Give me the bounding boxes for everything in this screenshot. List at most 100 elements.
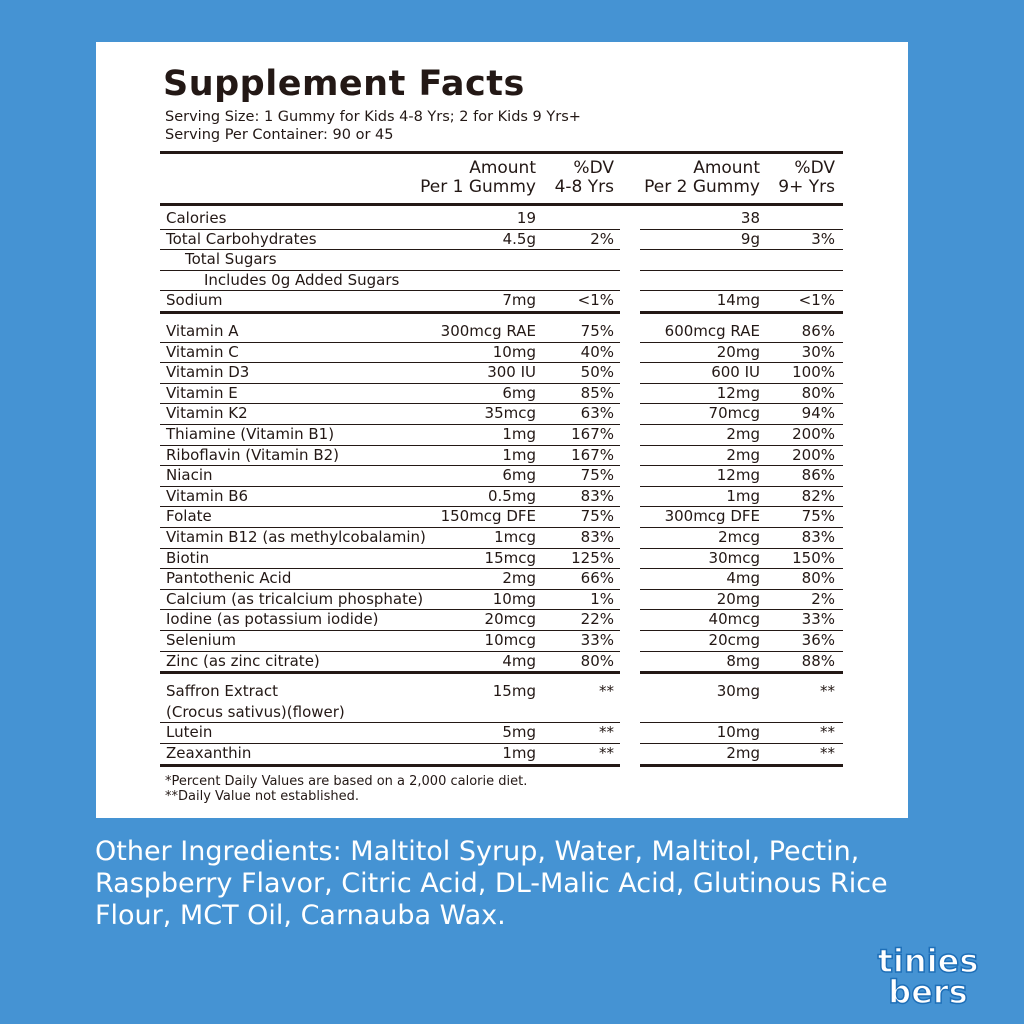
row-name: Niacin <box>166 466 213 485</box>
amount: 5mg <box>502 723 536 742</box>
amount: 19 <box>516 209 536 227</box>
amount: 40mcg <box>708 610 760 629</box>
daily-value: 75% <box>580 322 614 340</box>
amount: 1mcg <box>494 528 536 546</box>
amount: 1mg <box>502 744 536 762</box>
daily-value: 30% <box>801 342 835 361</box>
rule <box>640 547 843 549</box>
row-name: Includes 0g Added Sugars <box>204 270 400 289</box>
amount: 2mg <box>726 425 760 443</box>
logo-line: bers <box>888 973 969 1011</box>
amount: 1mg <box>726 486 760 505</box>
amount: 600mcg RAE <box>664 322 760 340</box>
amount: 20mg <box>716 342 760 361</box>
rule <box>640 609 843 611</box>
rule <box>160 403 620 405</box>
amount: 12mg <box>716 466 760 485</box>
title: Supplement Facts <box>163 64 525 104</box>
footnote: *Percent Daily Values are based on a 2,0… <box>165 773 528 789</box>
column-header: Amount Per 2 Gummy <box>644 158 760 197</box>
daily-value: 80% <box>580 651 614 670</box>
amount: 6mg <box>502 383 536 402</box>
rule <box>640 341 843 343</box>
rule <box>640 763 843 767</box>
rule <box>160 269 620 271</box>
daily-value: 83% <box>580 528 614 546</box>
rule <box>640 249 843 251</box>
amount: 20cmg <box>708 631 760 649</box>
row-name: Calories <box>166 209 227 227</box>
amount: 6mg <box>502 466 536 485</box>
amount: 0.5mg <box>488 486 536 505</box>
rule <box>640 630 843 631</box>
amount: 38 <box>740 209 760 227</box>
daily-value: 167% <box>571 445 614 464</box>
amount: 30mcg <box>708 548 760 567</box>
daily-value: ** <box>599 682 614 701</box>
daily-value: ** <box>820 744 835 762</box>
amount: 300mcg RAE <box>440 322 536 340</box>
daily-value: 75% <box>801 507 835 526</box>
rule <box>160 311 620 314</box>
rule <box>160 568 620 570</box>
servings: Serving Per Container: 90 or 45 <box>165 127 394 143</box>
daily-value: 86% <box>801 466 835 485</box>
rule <box>640 228 843 230</box>
row-name: Biotin <box>166 548 210 567</box>
rule <box>640 722 843 724</box>
rule <box>640 362 843 364</box>
rule <box>160 527 620 528</box>
row-name: Thiamine (Vitamin B1) <box>166 425 335 443</box>
amount: 4mg <box>726 569 760 588</box>
rule <box>640 527 843 528</box>
rule <box>160 547 620 549</box>
daily-value: 22% <box>580 610 614 629</box>
row-name: Vitamin K2 <box>166 404 248 423</box>
row-name: Zeaxanthin <box>166 744 252 762</box>
daily-value: 100% <box>792 363 835 382</box>
rule <box>160 609 620 611</box>
rule <box>160 465 620 467</box>
amount: 35mcg <box>484 404 536 423</box>
daily-value: ** <box>599 723 614 742</box>
daily-value: 2% <box>811 589 835 608</box>
row-name: Calcium (as tricalcium phosphate) <box>166 589 424 608</box>
row-name: Total Carbohydrates <box>166 229 317 248</box>
amount: 10mg <box>492 589 536 608</box>
rule <box>160 228 620 230</box>
row-name: Vitamin B12 (as methylcobalamin) <box>166 528 426 546</box>
rule <box>640 650 843 652</box>
amount: 7mg <box>502 291 536 310</box>
daily-value: ** <box>820 723 835 742</box>
rule <box>160 763 620 767</box>
amount: 12mg <box>716 383 760 402</box>
rule <box>640 465 843 467</box>
row-name: Folate <box>166 507 212 526</box>
daily-value: 75% <box>580 466 614 485</box>
amount: 2mg <box>726 744 760 762</box>
row-name: Iodine (as potassium iodide) <box>166 610 379 629</box>
row-name: Sodium <box>166 291 223 310</box>
rule <box>160 630 620 631</box>
amount: 2mg <box>502 569 536 588</box>
amount: 1mg <box>502 425 536 443</box>
rule <box>160 341 620 343</box>
row-name: Riboflavin (Vitamin B2) <box>166 445 340 464</box>
daily-value: 86% <box>801 322 835 340</box>
amount: 20mcg <box>484 610 536 629</box>
row-name: Total Sugars <box>185 250 277 269</box>
daily-value: 2% <box>590 229 614 248</box>
daily-value: 167% <box>571 425 614 443</box>
column-header: %DV 9+ Yrs <box>778 158 835 197</box>
rule <box>640 743 843 744</box>
rule <box>640 588 843 590</box>
row-name: Vitamin E <box>166 383 238 402</box>
daily-value: 63% <box>580 404 614 423</box>
amount: 10mg <box>492 342 536 361</box>
daily-value: 83% <box>580 486 614 505</box>
column-header: Amount Per 1 Gummy <box>420 158 536 197</box>
amount: 4mg <box>502 651 536 670</box>
daily-value: 1% <box>590 589 614 608</box>
rule <box>160 382 620 384</box>
daily-value: 88% <box>801 651 835 670</box>
